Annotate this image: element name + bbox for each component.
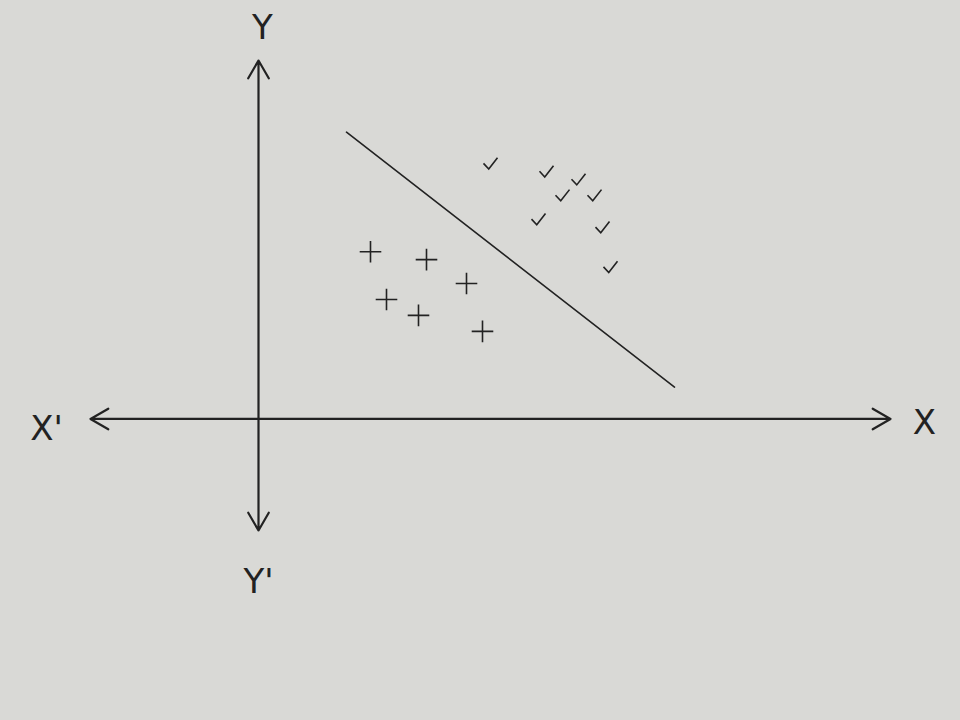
svg-text:Y: Y [251, 7, 273, 47]
svg-text:X': X' [30, 408, 63, 448]
svg-text:X: X [913, 402, 936, 442]
svg-text:Y': Y' [242, 561, 273, 601]
